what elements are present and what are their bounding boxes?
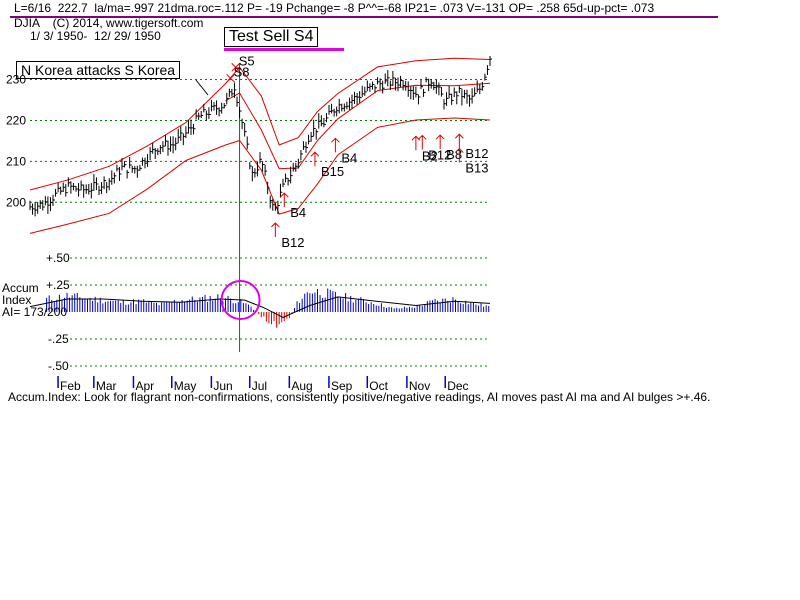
sell-signal-label: S8 (234, 64, 250, 79)
buy-signal-label: B13 (465, 161, 488, 176)
month-label: Oct (369, 379, 388, 393)
sell-signal-label: S5 (239, 53, 255, 68)
month-label: Jun (213, 379, 232, 393)
accum-tick-label: -.50 (48, 359, 69, 373)
buy-signal-arrow (279, 192, 289, 208)
buy-signal-label: B8 (446, 147, 462, 162)
stats-line: L=6/16 222.7 la/ma=.997 21dma.roc=.112 P… (14, 1, 655, 15)
buy-signal-label: B4 (341, 150, 357, 165)
buy-signal-label: B15 (321, 164, 344, 179)
upper-band-line (29, 57, 491, 191)
test-sell-underline (224, 48, 344, 51)
y-tick-label: 200 (6, 195, 26, 209)
accum-tick-label: -.25 (48, 332, 69, 346)
buy-signal-label: B12 (428, 147, 451, 162)
highlight-circle (220, 280, 261, 320)
buy-signal-arrow (331, 137, 340, 153)
buy-signal-arrow (310, 151, 320, 167)
y-tick-label: 230 (6, 73, 26, 87)
buy-signal-arrow (435, 134, 445, 150)
sell-signal-mark (226, 73, 235, 83)
accum-axis-label: AI= 173/200 (2, 305, 67, 319)
month-label: Aug (291, 379, 312, 393)
buy-signal-arrow (454, 133, 464, 149)
month-label: Apr (135, 379, 154, 393)
date-range: 1/ 3/ 1950- 12/ 29/ 1950 (30, 29, 161, 43)
buy-signal-arrow (454, 147, 464, 163)
sell-signal-mark (231, 62, 241, 72)
buy-signal-label: B12 (465, 146, 488, 161)
accum-tick-label: +.50 (46, 251, 70, 265)
buy-signal-label: B2 (422, 148, 438, 163)
buy-signal-arrow (270, 222, 280, 237)
lower-band-line (29, 117, 491, 234)
footer-note: Accum.Index: Look for flagrant non-confi… (8, 390, 711, 404)
month-label: Jul (252, 379, 267, 393)
y-tick-label: 210 (6, 154, 26, 168)
month-label: May (174, 379, 197, 393)
month-label: Feb (60, 379, 81, 393)
korea-annotation: N Korea attacks S Korea (16, 61, 181, 79)
korea-pointer (195, 79, 209, 96)
header-underline (10, 16, 718, 18)
accum-ma-line (29, 296, 491, 318)
y-tick-label: 220 (6, 113, 26, 127)
month-label: Dec (447, 379, 468, 393)
month-label: Nov (409, 379, 430, 393)
month-label: Sep (331, 379, 353, 393)
buy-signal-label: B4 (290, 205, 306, 220)
buy-signal-label: B12 (281, 235, 304, 250)
accum-axis-label: Accum (2, 281, 39, 295)
buy-signal-arrow (417, 134, 427, 150)
month-label: Mar (96, 379, 117, 393)
chart-title: DJIA (C) 2014, www.tigersoft.com (14, 16, 204, 30)
accum-axis-label: Index (2, 293, 31, 307)
test-sell-annotation: Test Sell S4 (224, 27, 319, 47)
accum-tick-label: +.25 (46, 278, 70, 292)
